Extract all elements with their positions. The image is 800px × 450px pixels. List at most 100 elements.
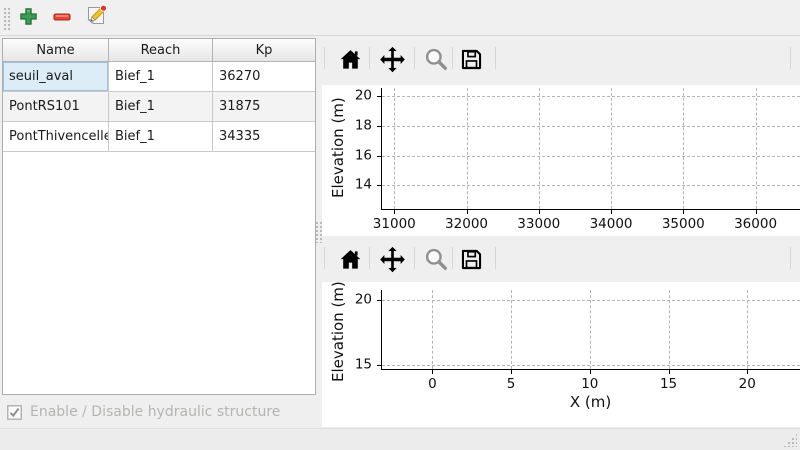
- pan-button[interactable]: [378, 45, 406, 73]
- x-tick-mark: [538, 209, 540, 214]
- column-header-name[interactable]: Name: [3, 39, 109, 61]
- y-tick-label: 15: [354, 356, 372, 373]
- table-cell[interactable]: seuil_aval: [3, 62, 109, 91]
- toolbar-separator: [369, 247, 370, 269]
- table-cell[interactable]: Bief_1: [109, 62, 213, 91]
- x-tick-label: 36000: [734, 216, 778, 232]
- structures-table: Name Reach Kp seuil_aval Bief_1 36270 PontR…: [2, 38, 316, 395]
- y-tick-label: 14: [354, 176, 372, 193]
- table-cell[interactable]: Bief_1: [109, 122, 213, 151]
- table-cell[interactable]: 34335: [219, 129, 261, 144]
- table-row[interactable]: PontThivencelle Bief_1 34335: [3, 122, 315, 152]
- toolbar-separator: [790, 47, 791, 69]
- toolbar-separator: [790, 247, 791, 269]
- main-toolbar: [0, 0, 800, 36]
- plot-canvas-bottom[interactable]: [322, 282, 800, 427]
- remove-structure-button[interactable]: [49, 5, 75, 31]
- gridline-horizontal: [382, 96, 800, 98]
- pan-icon: [378, 45, 407, 74]
- save-button[interactable]: [457, 245, 485, 273]
- toolbar-separator: [324, 47, 325, 69]
- gridline-vertical: [747, 290, 749, 369]
- toolbar-separator: [324, 247, 325, 269]
- table-cell[interactable]: 36270: [219, 69, 261, 84]
- pan-icon: [378, 245, 407, 274]
- window-resize-grip[interactable]: [783, 433, 797, 447]
- home-icon: [338, 47, 363, 72]
- table-cell[interactable]: Bief_1: [109, 92, 213, 121]
- zoom-button[interactable]: [422, 245, 450, 273]
- plus-icon: [19, 7, 38, 30]
- table-header-row: Name Reach Kp: [3, 39, 315, 62]
- zoom-icon: [423, 46, 449, 72]
- gridline-vertical: [589, 290, 591, 369]
- y-tick-mark: [377, 185, 382, 187]
- plot-axes-top[interactable]: 31000 32000 33000 34000 35000 36000 14 16 18 20: [355, 88, 800, 232]
- column-header-reach[interactable]: Reach: [109, 39, 213, 61]
- pan-button[interactable]: [378, 245, 406, 273]
- y-tick-label: 20: [354, 291, 372, 308]
- save-button[interactable]: [457, 45, 485, 73]
- gridline-horizontal: [382, 365, 800, 367]
- x-tick-label: 34000: [589, 216, 633, 232]
- x-tick-label: 31000: [372, 216, 416, 232]
- y-axis-label-top: Elevation (m): [329, 97, 347, 199]
- y-tick-mark: [377, 125, 382, 127]
- x-tick-mark: [668, 369, 670, 374]
- gridline-vertical: [683, 88, 685, 209]
- toolbar-separator: [414, 47, 415, 69]
- table-row[interactable]: PontRS101 Bief_1 31875: [3, 92, 315, 122]
- x-tick-mark: [611, 209, 613, 214]
- table-cell[interactable]: PontRS101: [3, 92, 109, 121]
- x-tick-label: 0: [428, 376, 437, 392]
- checkbox-checked-icon[interactable]: [7, 404, 22, 420]
- table-cell[interactable]: PontThivencelle: [3, 122, 109, 151]
- gridline-vertical: [511, 290, 513, 369]
- toolbar-separator: [369, 47, 370, 69]
- home-button[interactable]: [336, 45, 364, 73]
- minus-icon: [52, 7, 72, 30]
- column-header-kp[interactable]: Kp: [255, 42, 273, 58]
- plot-axes-bottom[interactable]: 0 5 10 15 20 15 20: [355, 290, 800, 392]
- home-button[interactable]: [336, 245, 364, 273]
- x-tick-label: 35000: [661, 216, 705, 232]
- save-icon: [459, 47, 484, 72]
- gridline-vertical: [755, 88, 757, 209]
- add-structure-button[interactable]: [15, 5, 41, 31]
- y-axis-label-bottom: Elevation (m): [329, 281, 347, 383]
- x-tick-mark: [683, 209, 685, 214]
- status-bar: [0, 428, 800, 450]
- x-tick-mark: [589, 369, 591, 374]
- toolbar-drag-handle[interactable]: [3, 7, 11, 30]
- gridline-vertical: [466, 88, 468, 209]
- x-tick-label: 32000: [445, 216, 489, 232]
- x-tick-label: 33000: [517, 216, 561, 232]
- x-tick-mark: [747, 369, 749, 374]
- toolbar-separator: [495, 47, 496, 69]
- home-icon: [338, 247, 363, 272]
- toolbar-separator: [495, 247, 496, 269]
- gridline-vertical: [394, 88, 396, 209]
- gridline-horizontal: [382, 299, 800, 301]
- x-tick-mark: [755, 209, 757, 214]
- y-tick-label: 16: [354, 147, 372, 164]
- x-axis-label-bottom: X (m): [569, 393, 612, 411]
- zoom-button[interactable]: [422, 45, 450, 73]
- table-row[interactable]: seuil_aval Bief_1 36270: [3, 62, 315, 92]
- x-tick-label: 10: [581, 376, 599, 392]
- zoom-icon: [423, 246, 449, 272]
- gridline-vertical: [432, 290, 434, 369]
- save-icon: [459, 247, 484, 272]
- checkbox-label: Enable / Disable hydraulic structure: [30, 404, 281, 420]
- x-tick-mark: [511, 369, 513, 374]
- plot-canvas-top[interactable]: [322, 85, 800, 236]
- gridline-vertical: [538, 88, 540, 209]
- edit-note-icon: [84, 4, 108, 32]
- table-cell[interactable]: 31875: [219, 99, 261, 114]
- x-tick-mark: [394, 209, 396, 214]
- structures-table-body: seuil_aval Bief_1 36270 PontRS101 Bief_1 3187…: [3, 62, 315, 152]
- splitter-grip[interactable]: [315, 221, 322, 243]
- y-tick-mark: [377, 299, 382, 301]
- edit-structure-button[interactable]: [83, 4, 109, 32]
- toolbar-separator: [452, 247, 453, 269]
